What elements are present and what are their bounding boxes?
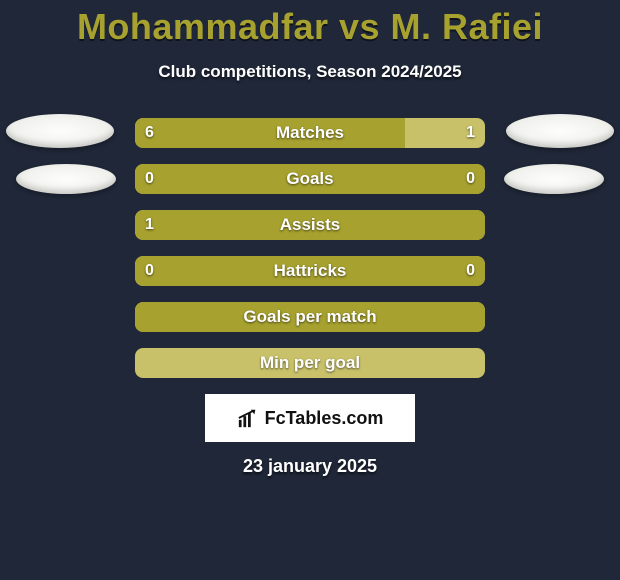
stat-value-right: 1 — [456, 118, 485, 148]
stat-row: Min per goal — [135, 348, 485, 378]
fctables-logo-icon — [237, 407, 259, 429]
stat-label: Hattricks — [135, 256, 485, 286]
stat-label: Min per goal — [135, 348, 485, 378]
stat-value-left: 0 — [135, 164, 164, 194]
date-label: 23 january 2025 — [0, 456, 620, 477]
team-left-logo-placeholder — [16, 164, 116, 194]
team-right-logo-placeholder — [504, 164, 604, 194]
stat-row: Matches6 1 — [135, 118, 485, 148]
stat-value-right: 0 — [456, 164, 485, 194]
stat-value-left: 0 — [135, 256, 164, 286]
player-right-photo-placeholder — [506, 114, 614, 148]
player-left-photo-placeholder — [6, 114, 114, 148]
comparison-chart: Matches61Goals00Assists1Hattricks00Goals… — [0, 118, 620, 378]
stat-row: Goals0 0 — [135, 164, 485, 194]
stat-row: Assists1 — [135, 210, 485, 240]
stat-label: Assists — [135, 210, 485, 240]
page-title: Mohammadfar vs M. Rafiei — [0, 0, 620, 48]
stat-value-left: 1 — [135, 210, 164, 240]
stat-value-left: 6 — [135, 118, 164, 148]
brand-badge: FcTables.com — [205, 394, 415, 442]
stat-row: Goals per match — [135, 302, 485, 332]
stat-label: Matches — [135, 118, 485, 148]
subtitle: Club competitions, Season 2024/2025 — [0, 62, 620, 82]
brand-text: FcTables.com — [265, 408, 384, 429]
stat-row: Hattricks0 0 — [135, 256, 485, 286]
stat-value-right: 0 — [456, 256, 485, 286]
stat-label: Goals — [135, 164, 485, 194]
stat-label: Goals per match — [135, 302, 485, 332]
